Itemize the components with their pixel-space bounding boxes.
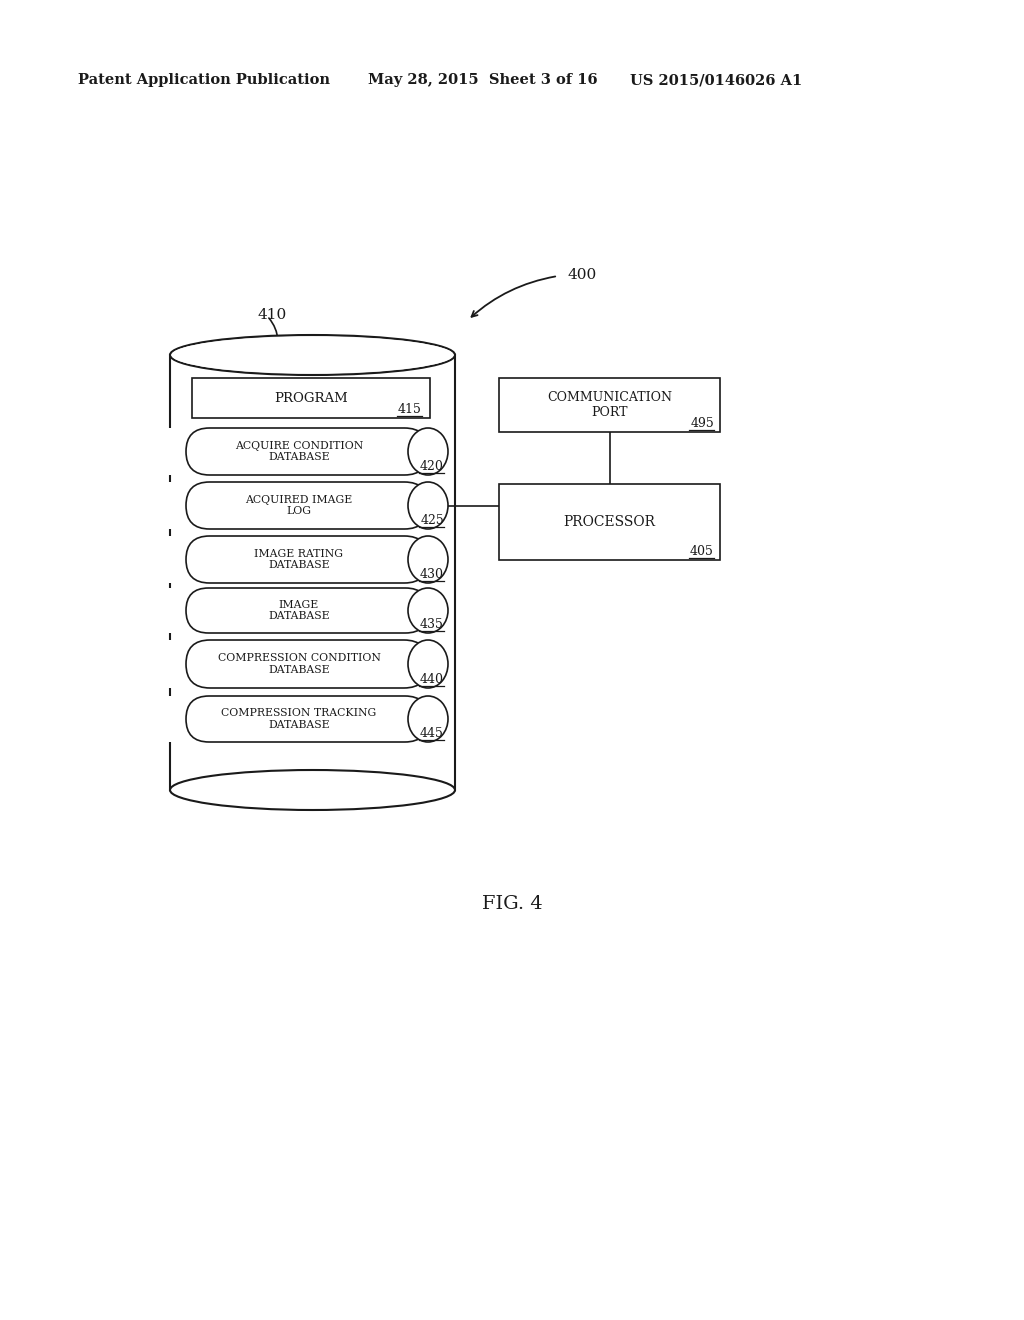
FancyBboxPatch shape bbox=[186, 482, 428, 529]
Text: 445: 445 bbox=[420, 727, 444, 741]
Text: 410: 410 bbox=[257, 308, 287, 322]
Text: 415: 415 bbox=[398, 403, 422, 416]
Text: US 2015/0146026 A1: US 2015/0146026 A1 bbox=[630, 73, 802, 87]
Text: 420: 420 bbox=[420, 459, 444, 473]
Bar bbox=[166, 482, 449, 529]
Text: COMPRESSION TRACKING
DATABASE: COMPRESSION TRACKING DATABASE bbox=[221, 709, 377, 730]
Text: ACQUIRED IMAGE
LOG: ACQUIRED IMAGE LOG bbox=[246, 495, 352, 516]
FancyBboxPatch shape bbox=[186, 696, 428, 742]
Text: PROGRAM: PROGRAM bbox=[274, 392, 348, 404]
Ellipse shape bbox=[408, 428, 449, 475]
Bar bbox=[166, 696, 449, 742]
Text: FIG. 4: FIG. 4 bbox=[481, 895, 543, 913]
Text: ACQUIRE CONDITION
DATABASE: ACQUIRE CONDITION DATABASE bbox=[234, 441, 364, 462]
Text: 425: 425 bbox=[420, 513, 444, 527]
Ellipse shape bbox=[170, 335, 455, 375]
FancyBboxPatch shape bbox=[186, 536, 428, 583]
Text: IMAGE RATING
DATABASE: IMAGE RATING DATABASE bbox=[255, 549, 343, 570]
Text: 430: 430 bbox=[420, 568, 444, 581]
Text: 435: 435 bbox=[420, 618, 444, 631]
Ellipse shape bbox=[408, 536, 449, 583]
Text: COMPRESSION CONDITION
DATABASE: COMPRESSION CONDITION DATABASE bbox=[217, 653, 381, 675]
Text: Patent Application Publication: Patent Application Publication bbox=[78, 73, 330, 87]
Text: May 28, 2015  Sheet 3 of 16: May 28, 2015 Sheet 3 of 16 bbox=[368, 73, 598, 87]
Text: 405: 405 bbox=[690, 545, 714, 558]
FancyBboxPatch shape bbox=[186, 428, 428, 475]
Bar bbox=[193, 378, 430, 418]
Bar bbox=[170, 355, 455, 789]
FancyBboxPatch shape bbox=[186, 587, 428, 634]
Bar bbox=[166, 428, 449, 475]
Bar bbox=[166, 640, 449, 688]
Text: PROCESSOR: PROCESSOR bbox=[563, 515, 655, 529]
Bar bbox=[166, 587, 449, 634]
Ellipse shape bbox=[170, 770, 455, 810]
Ellipse shape bbox=[408, 587, 449, 634]
Text: 440: 440 bbox=[420, 673, 444, 686]
Text: COMMUNICATION
PORT: COMMUNICATION PORT bbox=[547, 391, 672, 418]
Bar bbox=[166, 536, 449, 583]
FancyBboxPatch shape bbox=[186, 640, 428, 688]
Bar bbox=[499, 484, 720, 560]
Bar bbox=[499, 378, 720, 432]
Text: IMAGE
DATABASE: IMAGE DATABASE bbox=[268, 599, 330, 622]
Ellipse shape bbox=[171, 337, 454, 374]
Ellipse shape bbox=[408, 482, 449, 529]
Ellipse shape bbox=[408, 696, 449, 742]
Ellipse shape bbox=[408, 640, 449, 688]
Text: 495: 495 bbox=[690, 417, 714, 430]
Text: 400: 400 bbox=[568, 268, 597, 282]
